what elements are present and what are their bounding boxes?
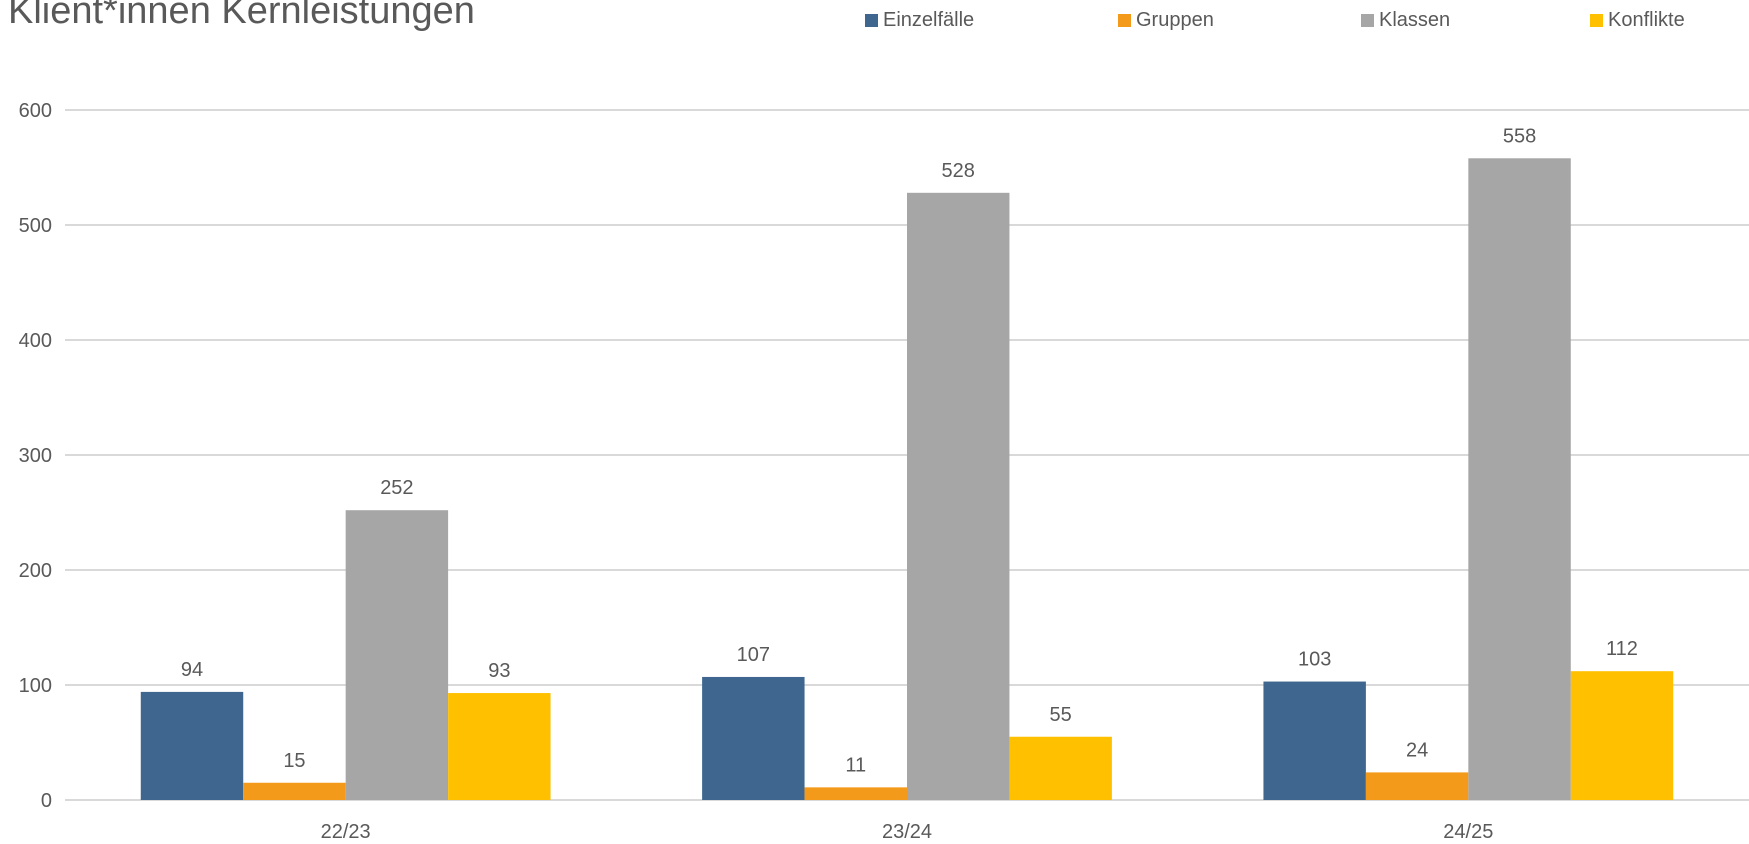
data-label-klassen-23-24: 528 <box>942 160 975 182</box>
data-label-einzelfälle-23-24: 107 <box>737 644 770 666</box>
y-tick-label-500: 500 <box>19 215 52 237</box>
bar-klassen-23-24 <box>907 192 1010 801</box>
data-label-einzelfälle-22-23: 94 <box>181 659 203 681</box>
x-tick-label-23-24: 23/24 <box>882 821 932 843</box>
bar-gruppen-24-25 <box>1365 772 1469 800</box>
legend-label-gruppen: Gruppen <box>1136 8 1214 31</box>
data-label-konflikte-22-23: 93 <box>488 660 510 682</box>
bar-klassen-24-25 <box>1468 158 1571 801</box>
legend-item-einzelfälle: Einzelfälle <box>865 8 974 32</box>
y-tick-label-200: 200 <box>19 560 52 582</box>
legend-swatch-klassen <box>1361 13 1374 27</box>
y-tick-label-0: 0 <box>41 790 52 812</box>
data-label-gruppen-23-24: 11 <box>845 754 866 776</box>
data-label-klassen-22-23: 252 <box>380 477 413 499</box>
y-tick-label-100: 100 <box>19 675 52 697</box>
legend-item-klassen: Klassen <box>1361 8 1450 32</box>
data-label-konflikte-24-25: 112 <box>1606 638 1638 660</box>
data-label-konflikte-23-24: 55 <box>1050 704 1072 726</box>
y-tick-label-600: 600 <box>19 100 52 122</box>
data-label-gruppen-24-25: 24 <box>1406 739 1428 761</box>
data-label-einzelfälle-24-25: 103 <box>1298 649 1331 671</box>
bar-einzelfälle-22-23 <box>140 691 244 800</box>
legend-swatch-konflikte <box>1590 13 1603 27</box>
bar-einzelfälle-23-24 <box>702 676 805 800</box>
legend-swatch-einzelfälle <box>865 13 878 27</box>
x-tick-label-22-23: 22/23 <box>321 821 371 843</box>
bar-einzelfälle-24-25 <box>1263 681 1366 800</box>
bar-layer <box>140 158 1674 801</box>
legend-label-klassen: Klassen <box>1379 8 1451 31</box>
bar-gruppen-23-24 <box>804 787 907 800</box>
bar-klassen-22-23 <box>345 510 449 800</box>
bar-konflikte-23-24 <box>1009 736 1112 800</box>
axis-layer: 0 100 200 300 400 500 600 22/23 23/24 24/25 <box>19 100 1494 843</box>
legend-item-gruppen: Gruppen <box>1118 8 1214 32</box>
label-layer: 94 15 252 93 107 11 528 55 103 24 558 112 <box>181 125 1638 776</box>
data-label-klassen-24-25: 558 <box>1503 125 1536 147</box>
y-tick-label-400: 400 <box>19 330 52 352</box>
legend-label-konflikte: Konflikte <box>1608 8 1685 31</box>
legend-label-einzelfälle: Einzelfälle <box>883 8 975 31</box>
bar-konflikte-24-25 <box>1570 671 1674 800</box>
y-tick-label-300: 300 <box>19 445 52 467</box>
bar-konflikte-22-23 <box>448 693 551 800</box>
legend-item-konflikte: Konflikte <box>1590 8 1685 32</box>
legend-swatch-gruppen <box>1118 13 1131 27</box>
chart-title: Klient*innen Kernleistungen <box>8 0 475 32</box>
bar-gruppen-22-23 <box>243 782 346 800</box>
data-label-gruppen-22-23: 15 <box>283 750 305 772</box>
x-tick-label-24-25: 24/25 <box>1443 821 1493 843</box>
